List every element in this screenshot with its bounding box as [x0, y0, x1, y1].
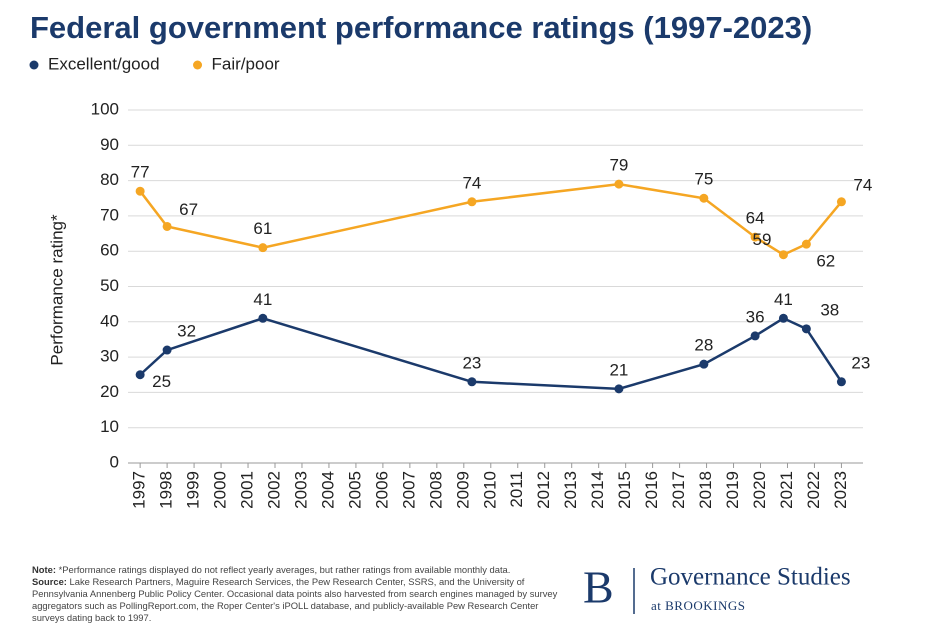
data-point — [836, 377, 846, 387]
y-tick-label: 80 — [100, 170, 119, 189]
x-tick-label: 1997 — [130, 471, 149, 509]
data-label: 67 — [179, 200, 198, 219]
data-point — [162, 221, 172, 231]
data-point — [699, 193, 709, 203]
data-label: 79 — [609, 156, 628, 175]
data-point — [836, 197, 846, 207]
data-label: 25 — [152, 372, 171, 391]
legend-label: Excellent/good — [48, 54, 160, 73]
data-point — [614, 179, 624, 189]
data-point — [467, 377, 477, 387]
data-label: 41 — [774, 290, 793, 309]
data-label: 59 — [753, 230, 772, 249]
x-tick-label: 2017 — [669, 471, 688, 509]
y-tick-label: 50 — [100, 276, 119, 295]
data-point — [778, 250, 788, 260]
y-tick-label: 0 — [110, 452, 119, 471]
x-tick-label: 2009 — [453, 471, 472, 509]
data-label: 32 — [177, 322, 196, 341]
data-point — [750, 331, 760, 341]
x-tick-label: 2018 — [696, 471, 715, 509]
source-label: Source: — [32, 576, 67, 587]
y-tick-label: 100 — [91, 99, 119, 118]
y-tick-label: 70 — [100, 205, 119, 224]
x-tick-label: 2002 — [264, 471, 283, 509]
data-point — [162, 345, 172, 355]
data-point — [699, 359, 709, 369]
source-text: Lake Research Partners, Maguire Research… — [32, 576, 558, 623]
data-label: 21 — [609, 360, 628, 379]
note-label: Note: — [32, 564, 56, 575]
data-label: 23 — [851, 353, 870, 372]
data-label: 61 — [253, 219, 272, 238]
x-tick-label: 2000 — [211, 471, 230, 509]
data-label: 64 — [746, 209, 765, 228]
x-tick-label: 2019 — [723, 471, 742, 509]
y-tick-label: 90 — [100, 135, 119, 154]
data-point — [614, 384, 624, 394]
y-tick-label: 20 — [100, 382, 119, 401]
x-tick-label: 1999 — [184, 471, 203, 509]
data-point — [258, 313, 268, 323]
x-tick-label: 2022 — [804, 471, 823, 509]
x-tick-label: 2006 — [372, 471, 391, 509]
data-label: 38 — [820, 300, 839, 319]
x-tick-label: 2023 — [831, 471, 850, 509]
x-tick-label: 2021 — [777, 471, 796, 509]
x-tick-label: 2016 — [642, 471, 661, 509]
data-point — [750, 232, 760, 242]
logo-letter: B — [583, 562, 614, 613]
x-tick-label: 2005 — [345, 471, 364, 509]
y-tick-label: 10 — [100, 417, 119, 436]
y-tick-label: 60 — [100, 241, 119, 260]
x-tick-label: 2003 — [291, 471, 310, 509]
series-line — [139, 316, 843, 391]
x-tick-label: 2011 — [507, 471, 526, 508]
data-label: 62 — [816, 252, 835, 271]
data-point — [778, 313, 788, 323]
data-label: 77 — [131, 163, 150, 182]
x-tick-label: 2001 — [238, 471, 257, 509]
logo-sub: at BROOKINGS — [651, 598, 745, 613]
data-label: 75 — [694, 170, 713, 189]
data-point — [135, 186, 145, 196]
data-label: 28 — [694, 336, 713, 355]
x-tick-label: 2007 — [399, 471, 418, 509]
footnote: Note: *Performance ratings displayed do … — [32, 564, 572, 624]
data-point — [801, 239, 811, 249]
data-point — [258, 243, 268, 253]
y-axis-label: Performance rating* — [47, 214, 66, 366]
legend-marker — [29, 60, 39, 70]
logo-title: Governance Studies — [650, 564, 851, 591]
data-label: 23 — [462, 353, 481, 372]
data-label: 74 — [462, 173, 481, 192]
x-tick-label: 2008 — [426, 471, 445, 509]
x-tick-label: 2013 — [561, 471, 580, 509]
data-point — [801, 324, 811, 334]
x-tick-label: 2004 — [318, 471, 337, 509]
x-tick-label: 2020 — [750, 471, 769, 509]
legend-label: Fair/poor — [212, 54, 280, 73]
x-tick-label: 2010 — [480, 471, 499, 509]
x-tick-label: 2015 — [615, 471, 634, 509]
series-line — [139, 182, 843, 257]
data-label: 41 — [253, 290, 272, 309]
data-label: 74 — [853, 175, 872, 194]
y-tick-label: 40 — [100, 311, 119, 330]
data-point — [135, 370, 145, 380]
data-label: 36 — [746, 307, 765, 326]
note-text: *Performance ratings displayed do not re… — [58, 564, 511, 575]
x-tick-label: 2012 — [534, 471, 553, 509]
data-point — [467, 197, 477, 207]
legend-marker — [193, 60, 203, 70]
y-tick-label: 30 — [100, 347, 119, 366]
x-tick-label: 2014 — [588, 471, 607, 509]
x-tick-label: 1998 — [157, 471, 176, 509]
chart-title: Federal government performance ratings (… — [30, 10, 812, 45]
